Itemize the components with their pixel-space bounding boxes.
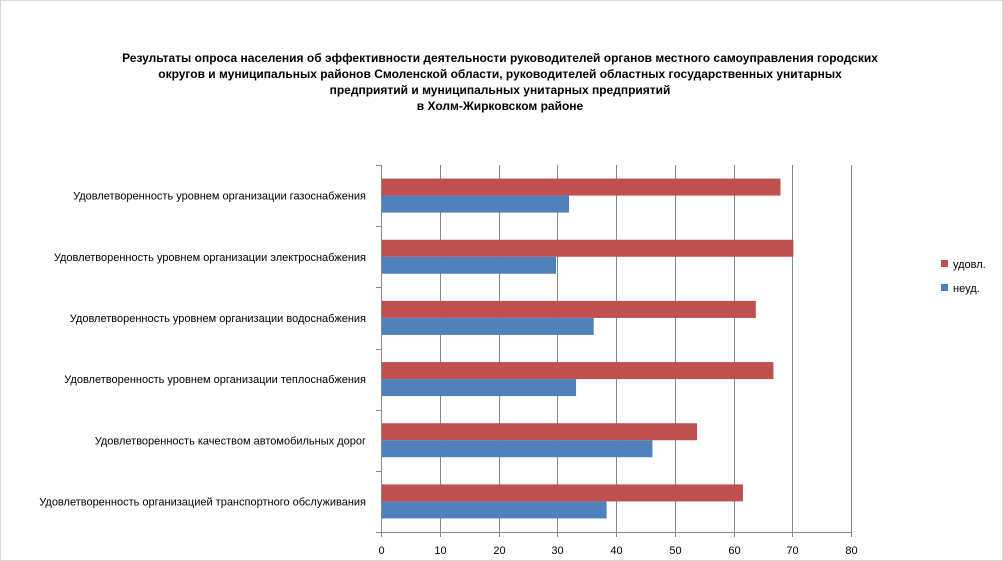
legend-swatch	[941, 284, 948, 291]
x-tick-label: 20	[493, 545, 505, 557]
chart-title-line-1: Результаты опроса населения об эффективн…	[122, 51, 878, 65]
x-tick-label: 60	[728, 545, 740, 557]
category-label: Удовлетворенность уровнем организации эл…	[54, 252, 366, 264]
chart-title-line-2: округов и муниципальных районов Смоленск…	[158, 67, 842, 81]
bar-udovl	[381, 423, 698, 441]
x-tick-label: 50	[669, 545, 681, 557]
legend: удовл. неуд.	[941, 259, 986, 295]
x-tick-label: 40	[610, 545, 622, 557]
category-label: Удовлетворенность уровнем организации те…	[64, 374, 366, 386]
x-tick-label: 0	[378, 545, 384, 557]
axis	[376, 165, 852, 537]
x-tick-label: 30	[551, 545, 563, 557]
bar-neud	[381, 317, 594, 335]
legend-swatch	[941, 260, 948, 267]
chart-title-line-3: предприятий и муниципальных унитарных пр…	[329, 83, 671, 97]
bar-neud	[381, 195, 569, 213]
x-tick-label: 70	[786, 545, 798, 557]
category-labels: Удовлетворенность уровнем организации га…	[39, 191, 366, 509]
tick-labels: 0 10 20 30 40 50 60 70 80	[378, 545, 857, 557]
x-tick-label: 10	[434, 545, 446, 557]
bar-neud	[381, 256, 557, 274]
bar-neud	[381, 440, 653, 458]
bar-udovl	[381, 178, 781, 196]
legend-label: неуд.	[953, 283, 980, 295]
bar-neud	[381, 501, 607, 519]
bar-udovl	[381, 484, 743, 502]
bar-udovl	[381, 362, 774, 380]
chart-title: Результаты опроса населения об эффективн…	[60, 50, 940, 114]
bars	[381, 178, 794, 519]
category-label: Удовлетворенность качеством автомобильны…	[95, 435, 366, 447]
bar-udovl	[381, 300, 756, 318]
category-label: Удовлетворенность уровнем организации во…	[70, 313, 366, 325]
bar-udovl	[381, 239, 794, 257]
category-label: Удовлетворенность уровнем организации га…	[73, 191, 366, 203]
category-label: Удовлетворенность организацией транспорт…	[39, 496, 366, 508]
x-tick-label: 80	[845, 545, 857, 557]
legend-label: удовл.	[953, 259, 986, 271]
gridlines	[440, 165, 852, 532]
bar-neud	[381, 379, 577, 397]
chart-title-line-4: в Холм-Жирковском районе	[416, 99, 584, 113]
